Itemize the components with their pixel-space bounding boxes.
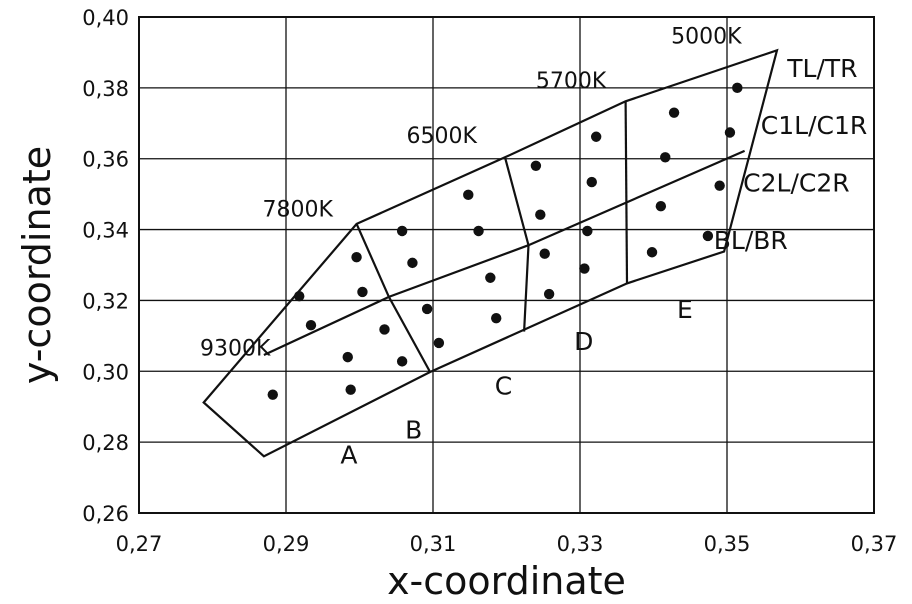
data-point — [433, 337, 445, 349]
data-point — [342, 351, 353, 363]
data-point — [473, 225, 484, 237]
row-label: BL/BR — [714, 226, 788, 255]
annotations: 9300K 7800K 6500K 5700K 5000K TL/TR C1L/C1R C2L… — [200, 25, 867, 470]
data-point — [724, 127, 736, 138]
x-axis-title: x-coordinate — [387, 559, 626, 603]
temperature-label: 9300K — [200, 336, 271, 361]
y-tick-label: 0,36 — [82, 148, 129, 172]
data-point — [396, 225, 408, 237]
data-point — [305, 320, 317, 331]
region-boundaries — [202, 48, 779, 458]
x-tick-labels: 0,27 0,29 0,31 0,33 0,35 0,37 — [116, 532, 898, 556]
data-point — [586, 176, 597, 188]
plot-frame — [138, 16, 875, 514]
temperature-label: 7800K — [262, 197, 333, 222]
data-point — [539, 248, 550, 259]
y-tick-label: 0,26 — [82, 502, 129, 526]
x-tick-label: 0,33 — [557, 532, 604, 556]
region-label: B — [405, 416, 422, 445]
region-label: E — [677, 295, 693, 324]
data-point — [485, 272, 496, 283]
x-tick-label: 0,27 — [116, 532, 163, 556]
data-point — [702, 230, 714, 242]
y-tick-labels: 0,26 0,28 0,30 0,32 0,34 0,36 0,38 0,40 — [82, 6, 129, 526]
data-point — [407, 257, 418, 269]
data-point — [535, 209, 546, 220]
data-point — [582, 225, 593, 237]
row-label: C1L/C1R — [761, 111, 867, 140]
region-label: D — [574, 327, 593, 356]
data-point — [463, 189, 474, 201]
temperature-label: 6500K — [407, 124, 478, 149]
region-label: A — [340, 440, 357, 469]
data-point — [668, 107, 680, 118]
data-point — [732, 82, 743, 94]
data-point — [491, 312, 502, 324]
data-point — [530, 160, 542, 171]
row-label: TL/TR — [786, 54, 857, 83]
data-point — [345, 384, 356, 395]
x-tick-label: 0,37 — [851, 532, 898, 556]
data-point — [543, 288, 555, 300]
y-axis-title: y-coordinate — [15, 146, 59, 384]
band-divider-0 — [263, 149, 746, 356]
x-tick-label: 0,29 — [263, 532, 310, 556]
temperature-label: 5700K — [536, 69, 607, 94]
data-point — [379, 324, 390, 335]
region-divider-0 — [355, 223, 432, 373]
color-region-outline — [202, 48, 779, 458]
data-point — [357, 286, 368, 298]
data-point — [579, 263, 590, 274]
data-point — [396, 356, 408, 367]
region-label: C — [495, 371, 512, 400]
x-tick-label: 0,35 — [704, 532, 751, 556]
y-tick-label: 0,28 — [82, 431, 129, 455]
data-point — [646, 247, 658, 258]
region-divider-2 — [624, 101, 629, 284]
temperature-label: 5000K — [671, 25, 742, 50]
data-point — [714, 180, 725, 191]
y-tick-label: 0,32 — [82, 289, 129, 313]
y-tick-label: 0,40 — [82, 6, 129, 30]
row-label: C2L/C2R — [743, 169, 849, 198]
data-points — [267, 82, 743, 400]
region-divider-1 — [503, 157, 530, 332]
data-point — [421, 303, 433, 315]
x-tick-label: 0,31 — [410, 532, 457, 556]
data-point — [351, 252, 362, 263]
y-tick-label: 0,34 — [82, 219, 129, 243]
data-point — [267, 389, 278, 400]
data-point — [660, 152, 671, 163]
y-tick-label: 0,30 — [82, 360, 129, 384]
grid — [138, 16, 875, 514]
y-tick-label: 0,38 — [82, 77, 129, 101]
data-point — [294, 290, 305, 302]
data-point — [590, 131, 602, 142]
data-point — [655, 200, 667, 212]
